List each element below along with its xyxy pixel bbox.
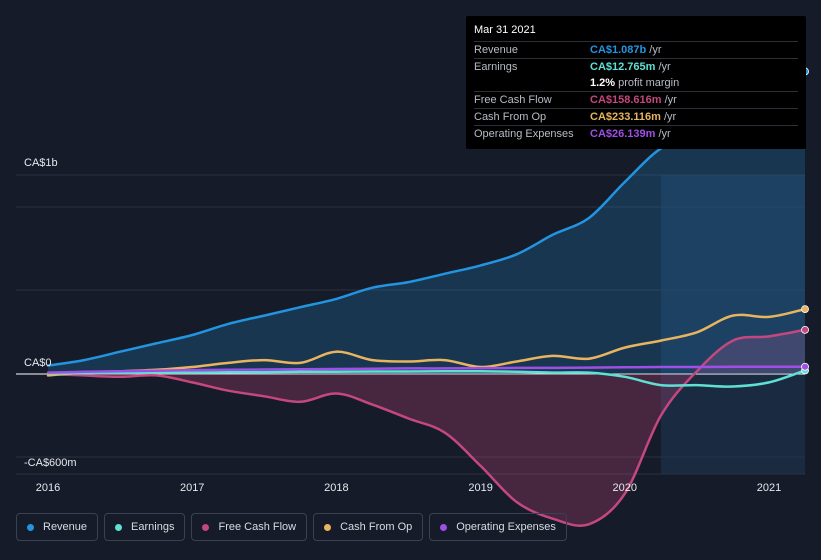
x-tick-2021: 2021 xyxy=(757,482,781,494)
chart-legend: Revenue Earnings Free Cash Flow Cash From O… xyxy=(16,513,567,541)
y-label-top: CA$1b xyxy=(24,157,58,169)
x-tick-2016: 2016 xyxy=(36,482,60,494)
legend-label: Cash From Op xyxy=(340,521,413,533)
x-tick-2020: 2020 xyxy=(613,482,637,494)
tooltip-row-value: 1.2% xyxy=(590,77,616,89)
free-cash-flow-line xyxy=(46,328,807,527)
tooltip-date: Mar 31 2021 xyxy=(474,24,536,36)
tooltip-row: 1.2% profit margin xyxy=(474,75,798,91)
x-tick-2018: 2018 xyxy=(324,482,348,494)
legend-label: Earnings xyxy=(131,521,175,533)
legend-dot-icon xyxy=(115,523,123,531)
free-cash-flow-area xyxy=(48,329,806,526)
cash-from-op-endpoint xyxy=(801,305,809,314)
operating-expenses-line xyxy=(46,365,807,374)
tooltip-row-name: Free Cash Flow xyxy=(474,94,552,106)
tooltip-row-value: CA$26.139m xyxy=(590,128,656,140)
x-tick-2017: 2017 xyxy=(180,482,204,494)
tooltip-row-value: CA$12.765m xyxy=(590,61,656,73)
operating-expenses-endpoint xyxy=(801,362,809,371)
y-label-bottom: -CA$600m xyxy=(24,457,77,469)
tooltip-row: Cash From Op CA$233.116m/yr xyxy=(474,108,798,125)
y-label-zero: CA$0 xyxy=(24,357,52,369)
legend-label: Free Cash Flow xyxy=(218,521,297,533)
free-cash-flow-endpoint xyxy=(801,325,809,334)
legend-item-operating-expenses[interactable]: Operating Expenses xyxy=(429,513,567,541)
tooltip-row-unit: /yr xyxy=(664,94,677,106)
tooltip-row-unit: /yr xyxy=(663,111,677,123)
tooltip-row-name: Earnings xyxy=(474,61,518,73)
x-tick-2019: 2019 xyxy=(468,482,492,494)
tooltip-row-unit: /yr xyxy=(658,128,671,140)
legend-dot-icon xyxy=(440,523,448,531)
cash-from-op-line xyxy=(46,307,807,377)
tooltip-row-name: Operating Expenses xyxy=(474,128,574,140)
revenue-area xyxy=(48,71,806,374)
highlight-region xyxy=(660,175,805,474)
endpoint-dot-layer xyxy=(801,67,809,375)
earnings-line xyxy=(46,369,807,388)
grid-layer xyxy=(16,174,805,475)
legend-label: Operating Expenses xyxy=(456,521,556,533)
tooltip-row: Revenue CA$1.087b/yr xyxy=(474,41,798,58)
area-fill-layer xyxy=(48,71,806,526)
legend-item-cash-from-op[interactable]: Cash From Op xyxy=(313,513,424,541)
x-tick-layer: 2016 2017 2018 2019 2020 2021 xyxy=(36,482,781,494)
tooltip-row-unit: /yr xyxy=(649,44,662,56)
tooltip-row-name: Cash From Op xyxy=(474,111,547,123)
tooltip-row-value: CA$1.087b xyxy=(590,44,647,56)
data-tooltip: Mar 31 2021 Revenue CA$1.087b/yr Earnings C… xyxy=(466,16,806,149)
tooltip-row: Operating Expenses CA$26.139m/yr xyxy=(474,125,798,142)
tooltip-rows: Revenue CA$1.087b/yr Earnings CA$12.765m/yr… xyxy=(474,41,798,142)
tooltip-row: Free Cash Flow CA$158.616m/yr xyxy=(474,91,798,108)
legend-dot-icon xyxy=(27,523,34,531)
legend-label: Revenue xyxy=(43,521,88,533)
legend-item-earnings[interactable]: Earnings xyxy=(104,513,186,541)
tooltip-row-unit: /yr xyxy=(658,61,671,73)
legend-dot-icon xyxy=(324,523,332,531)
legend-item-revenue[interactable]: Revenue xyxy=(16,513,99,541)
tooltip-row-value: CA$158.616m xyxy=(590,94,662,106)
legend-item-free-cash-flow[interactable]: Free Cash Flow xyxy=(191,513,308,541)
tooltip-row-unit: profit margin xyxy=(618,77,680,89)
tooltip-row: Earnings CA$12.765m/yr xyxy=(474,58,798,75)
legend-dot-icon xyxy=(202,523,210,531)
tooltip-row-value: CA$233.116m xyxy=(590,111,661,123)
tooltip-row-name: Revenue xyxy=(474,44,519,56)
